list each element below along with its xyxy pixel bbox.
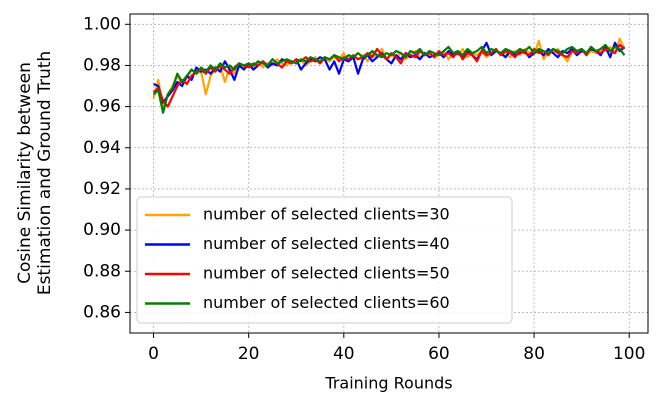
x-tick-label: 20: [238, 344, 260, 364]
x-tick-label: 60: [428, 344, 450, 364]
legend-label: number of selected clients=40: [203, 234, 450, 253]
x-tick-label: 40: [333, 344, 355, 364]
x-axis-label: Training Rounds: [324, 374, 452, 393]
x-tick-label: 80: [523, 344, 545, 364]
legend-label: number of selected clients=50: [203, 264, 450, 283]
y-tick-label: 0.88: [83, 261, 121, 281]
legend: number of selected clients=30 number of s…: [136, 196, 513, 324]
x-tick-label: 0: [148, 344, 159, 364]
legend-label: number of selected clients=30: [203, 205, 450, 224]
x-tick-label: 100: [613, 344, 645, 364]
y-axis-label: Cosine Similarity between: [15, 62, 35, 284]
plot-frame: [129, 13, 649, 334]
y-tick-label: 0.98: [83, 55, 121, 75]
legend-label: number of selected clients=60: [203, 293, 450, 312]
legend-box: [136, 196, 513, 324]
series-line: [152, 43, 626, 114]
y-tick-label: 0.96: [83, 97, 121, 117]
y-tick-label: 1.00: [83, 14, 121, 34]
y-axis-label: Estimation and Ground Truth: [35, 51, 55, 295]
y-tick-label: 0.90: [83, 220, 121, 240]
y-tick-label: 0.94: [83, 138, 121, 158]
y-tick-label: 0.92: [83, 179, 121, 199]
y-tick-label: 0.86: [83, 302, 121, 322]
